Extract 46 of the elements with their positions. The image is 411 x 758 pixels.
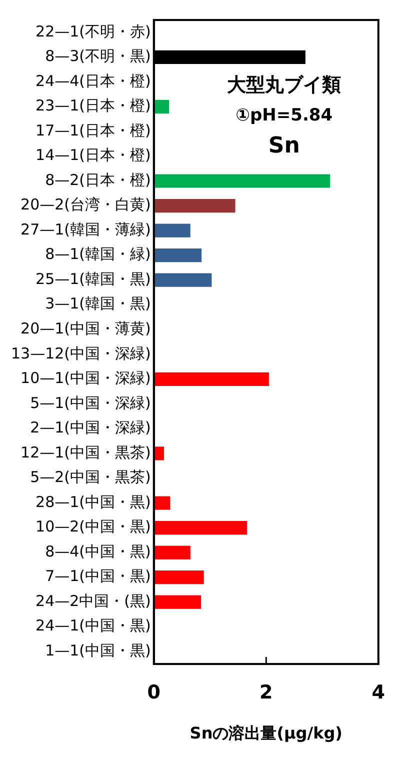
- y-tick-label: 8—4(中国・黒): [45, 542, 151, 560]
- text: ①pH=5.84: [236, 105, 333, 126]
- x-tick-label: 4: [372, 681, 386, 704]
- y-tick-label: 8—2(日本・橙): [45, 170, 151, 189]
- y-tick-label: 24—2中国・(黒): [36, 592, 151, 610]
- y-tick-label: 3—1(韓国・黒): [45, 294, 151, 313]
- bar: [154, 595, 202, 609]
- text: 大型丸ブイ類: [227, 74, 342, 96]
- y-tick-label: 27—1(韓国・薄緑): [20, 220, 151, 238]
- x-tick-label: 0: [147, 681, 160, 704]
- y-tick-label: 1—1(中国・黒): [45, 642, 151, 660]
- y-tick-label: 28—1(中国・黒): [36, 492, 151, 511]
- x-tick-label: 2: [260, 681, 273, 704]
- bar: [154, 100, 170, 114]
- y-tick-label: 10—2(中国・黒): [36, 518, 151, 536]
- y-tick-label: 2—1(中国・深緑): [30, 418, 151, 437]
- y-tick-label: 8—1(韓国・緑): [45, 245, 151, 264]
- y-tick-label: 7—1(中国・黒): [45, 567, 151, 586]
- annotation: Sn: [268, 134, 300, 159]
- bar: [154, 520, 248, 535]
- y-tick-label: 13—12(中国・深緑): [10, 344, 151, 362]
- bar: [154, 546, 190, 560]
- bar: [154, 570, 204, 584]
- y-tick-label: 24—4(日本・橙): [36, 72, 151, 90]
- bar: [154, 446, 164, 460]
- y-tick-label: 24—1(中国・黒): [36, 616, 151, 635]
- bar: [154, 174, 330, 188]
- bar: [154, 273, 212, 287]
- x-axis-title: Snの溶出量(μg/kg): [190, 724, 342, 743]
- bar: [154, 248, 202, 262]
- y-tick-label: 20—2(台湾・白黄): [20, 196, 151, 214]
- bar: [154, 372, 269, 386]
- y-tick-label: 10—1(中国・深緑): [20, 369, 151, 388]
- bar: [154, 198, 236, 213]
- bar: [154, 496, 170, 510]
- y-tick-label: 17—1(日本・橙): [36, 121, 151, 140]
- y-tick-label: 5—2(中国・黒茶): [30, 468, 151, 486]
- y-tick-label: 12—1(中国・黒茶): [20, 443, 151, 462]
- y-tick-label: 5—1(中国・深緑): [30, 394, 151, 412]
- y-tick-label: 25—1(韓国・黒): [36, 270, 151, 288]
- y-tick-label: 20—1(中国・薄黄): [20, 320, 151, 338]
- y-tick-label: 23—1(日本・橙): [36, 96, 151, 115]
- y-tick-label: 22—1(不明・赤): [36, 22, 151, 40]
- y-tick-label: 8—3(不明・黒): [45, 47, 151, 66]
- y-tick-label: 14—1(日本・橙): [36, 146, 151, 164]
- bar: [154, 224, 190, 238]
